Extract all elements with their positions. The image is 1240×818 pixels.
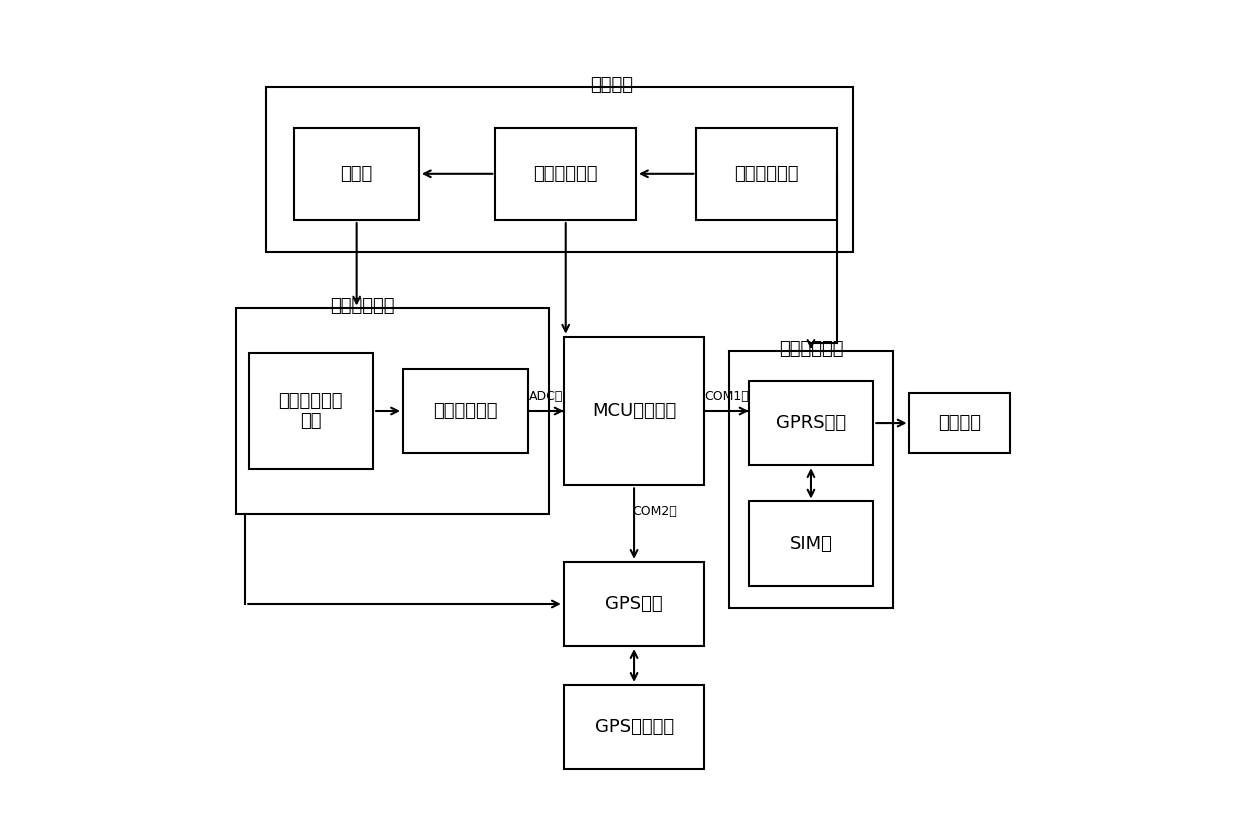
Bar: [909, 393, 1011, 453]
Text: GPS模块: GPS模块: [605, 595, 663, 613]
Text: MCU微处理器: MCU微处理器: [591, 402, 676, 420]
Text: COM2口: COM2口: [632, 505, 677, 518]
Text: 无线通信单元: 无线通信单元: [779, 339, 843, 357]
Bar: [749, 381, 873, 465]
Bar: [729, 351, 893, 609]
Text: GPRS模块: GPRS模块: [776, 414, 846, 432]
Text: SIM卡: SIM卡: [790, 535, 832, 553]
Text: 数据采集单元: 数据采集单元: [330, 297, 394, 315]
Text: 供电单元: 供电单元: [590, 76, 634, 94]
Text: GPS定位卫星: GPS定位卫星: [594, 718, 673, 736]
Text: COM1口: COM1口: [704, 390, 749, 403]
Bar: [564, 685, 704, 769]
Bar: [294, 128, 419, 220]
Bar: [236, 308, 549, 514]
Bar: [403, 369, 527, 453]
Text: 太阳能电池板: 太阳能电池板: [734, 164, 799, 182]
Bar: [495, 128, 636, 220]
Bar: [267, 88, 853, 252]
Bar: [749, 501, 873, 586]
Text: 整流降压电路: 整流降压电路: [533, 164, 598, 182]
Bar: [564, 562, 704, 646]
Text: 信号调理电路: 信号调理电路: [433, 402, 497, 420]
Text: 移动终端: 移动终端: [939, 414, 981, 432]
Text: 蓄电池: 蓄电池: [341, 164, 373, 182]
Bar: [564, 337, 704, 485]
Text: ADC口: ADC口: [528, 390, 563, 403]
Bar: [697, 128, 837, 220]
Bar: [248, 353, 373, 470]
Text: 土壤温湿度传
感器: 土壤温湿度传 感器: [279, 392, 343, 430]
